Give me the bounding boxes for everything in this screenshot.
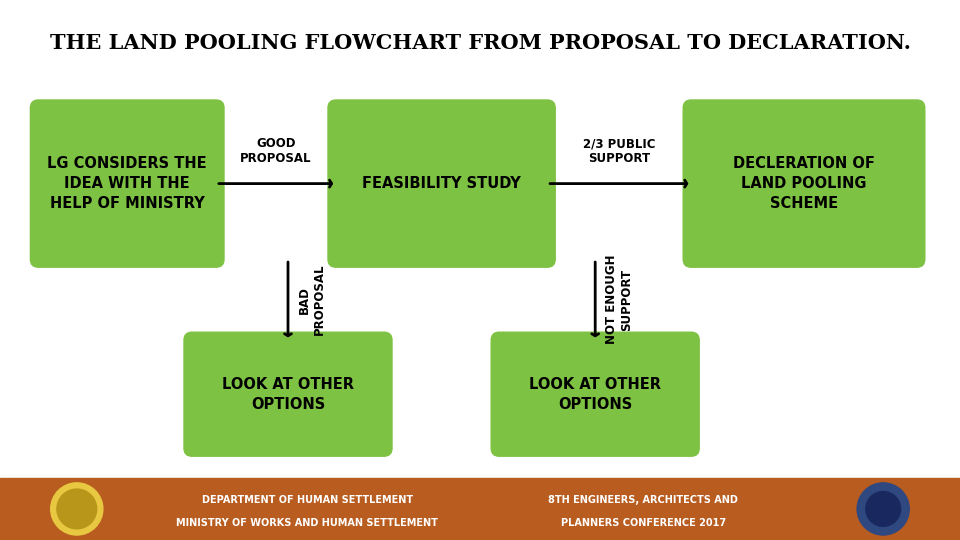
Text: DECLERATION OF
LAND POOLING
SCHEME: DECLERATION OF LAND POOLING SCHEME: [733, 156, 875, 211]
Text: DEPARTMENT OF HUMAN SETTLEMENT: DEPARTMENT OF HUMAN SETTLEMENT: [202, 495, 413, 505]
Text: 8TH ENGINEERS, ARCHITECTS AND: 8TH ENGINEERS, ARCHITECTS AND: [548, 495, 738, 505]
Text: PLANNERS CONFERENCE 2017: PLANNERS CONFERENCE 2017: [561, 518, 726, 528]
Text: GOOD
PROPOSAL: GOOD PROPOSAL: [240, 137, 312, 165]
FancyBboxPatch shape: [684, 100, 924, 267]
Circle shape: [866, 491, 900, 526]
Text: LOOK AT OTHER
OPTIONS: LOOK AT OTHER OPTIONS: [529, 377, 661, 411]
Circle shape: [51, 483, 103, 535]
Text: LOOK AT OTHER
OPTIONS: LOOK AT OTHER OPTIONS: [222, 377, 354, 411]
FancyBboxPatch shape: [328, 100, 555, 267]
FancyBboxPatch shape: [0, 478, 960, 540]
Text: THE LAND POOLING FLOWCHART FROM PROPOSAL TO DECLARATION.: THE LAND POOLING FLOWCHART FROM PROPOSAL…: [50, 33, 910, 53]
Text: MINISTRY OF WORKS AND HUMAN SETTLEMENT: MINISTRY OF WORKS AND HUMAN SETTLEMENT: [177, 518, 438, 528]
FancyBboxPatch shape: [492, 332, 699, 456]
Text: BAD
PROPOSAL: BAD PROPOSAL: [298, 264, 326, 335]
Text: NOT ENOUGH
SUPPORT: NOT ENOUGH SUPPORT: [605, 255, 634, 345]
Text: LG CONSIDERS THE
IDEA WITH THE
HELP OF MINISTRY: LG CONSIDERS THE IDEA WITH THE HELP OF M…: [47, 156, 207, 211]
FancyBboxPatch shape: [184, 332, 392, 456]
Circle shape: [857, 483, 909, 535]
Text: FEASIBILITY STUDY: FEASIBILITY STUDY: [362, 176, 521, 191]
FancyBboxPatch shape: [31, 100, 224, 267]
Text: 2/3 PUBLIC
SUPPORT: 2/3 PUBLIC SUPPORT: [583, 137, 656, 165]
Circle shape: [57, 489, 97, 529]
